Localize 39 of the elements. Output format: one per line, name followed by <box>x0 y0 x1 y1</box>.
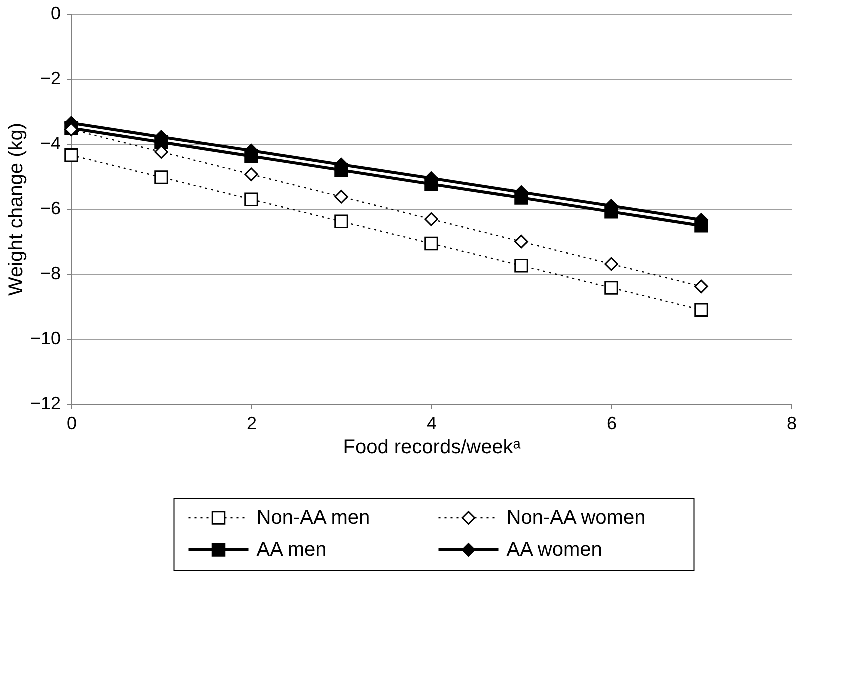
point <box>694 303 708 317</box>
point <box>64 148 78 162</box>
point <box>334 163 348 178</box>
x-tick-label: 0 <box>66 414 78 434</box>
point <box>424 177 438 192</box>
point <box>604 205 618 219</box>
y-tick-label: −10 <box>30 328 61 348</box>
point <box>244 149 258 164</box>
y-tick-label: −12 <box>30 394 61 414</box>
x-axis-title: Food records/weekᵃ <box>343 436 522 458</box>
point <box>604 257 618 272</box>
x-tick-label: 6 <box>606 414 618 434</box>
point <box>154 170 168 184</box>
point <box>424 236 438 251</box>
point <box>334 214 348 229</box>
legend-label: AA men <box>256 539 327 561</box>
legend-label: Non-AA women <box>506 507 646 529</box>
point <box>514 191 528 205</box>
y-tick-label: −4 <box>40 134 61 154</box>
point <box>694 280 708 294</box>
legend-label: Non-AA men <box>256 507 370 529</box>
y-axis-title: Weight change (kg) <box>5 122 28 296</box>
y-tick-label: −6 <box>40 198 61 218</box>
point <box>244 192 258 206</box>
y-tick-label: −2 <box>40 68 61 88</box>
point <box>334 190 348 204</box>
point <box>514 259 528 273</box>
point <box>154 145 168 159</box>
point <box>694 219 708 233</box>
point <box>244 168 258 182</box>
x-tick-label: 4 <box>426 414 438 434</box>
point <box>424 212 438 226</box>
y-tick-label: −8 <box>40 264 61 284</box>
point <box>604 281 618 295</box>
x-tick-label: 8 <box>786 414 798 434</box>
legend-label: AA women <box>506 539 602 561</box>
y-tick-label: 0 <box>50 4 61 24</box>
x-tick-label: 2 <box>246 414 258 434</box>
point <box>514 234 528 249</box>
